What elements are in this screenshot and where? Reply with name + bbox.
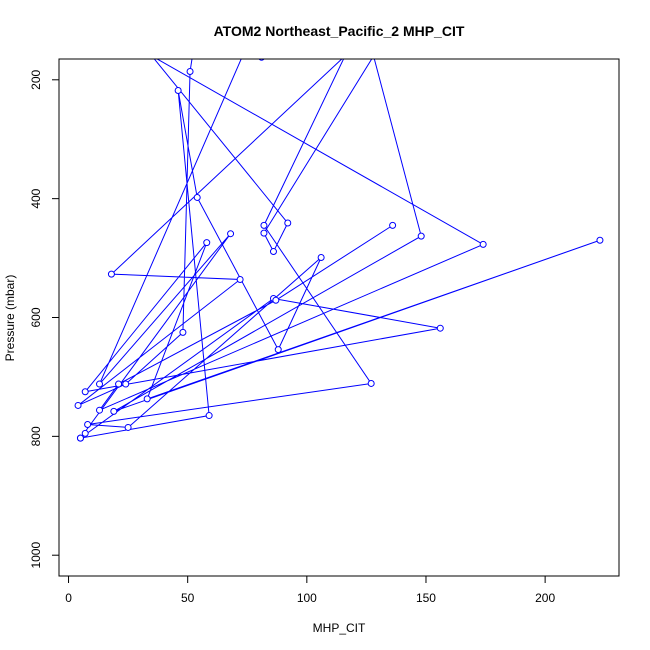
y-tick-label: 800 — [29, 426, 43, 446]
data-point — [479, 240, 487, 248]
y-axis: 200 400 600 800 1000 — [29, 69, 60, 569]
y-tick-label: 600 — [29, 307, 43, 327]
data-point — [96, 406, 104, 414]
data-point — [236, 275, 244, 283]
chart-title: ATOM2 Northeast_Pacific_2 MHP_CIT — [214, 23, 465, 39]
data-point — [367, 379, 375, 387]
x-tick-label: 150 — [416, 591, 436, 605]
y-axis-label: Pressure (mbar) — [3, 275, 17, 362]
data-point — [174, 87, 182, 94]
x-tick-label: 100 — [297, 591, 317, 605]
x-axis-label: MHP_CIT — [313, 621, 366, 635]
data-point — [96, 380, 104, 388]
x-axis: 0 50 100 150 200 — [65, 575, 555, 605]
data-point — [596, 236, 604, 244]
data-point — [81, 388, 89, 396]
data-point — [227, 230, 235, 238]
data-point — [107, 270, 115, 278]
data-point — [203, 239, 211, 247]
y-tick-label: 400 — [29, 188, 43, 208]
data-point — [179, 328, 187, 336]
data-point — [260, 229, 268, 237]
data-point — [371, 59, 376, 60]
data-point — [260, 221, 268, 229]
data-point — [274, 346, 282, 354]
data-point — [81, 429, 89, 437]
data-point — [110, 407, 118, 415]
data-point — [76, 434, 84, 442]
data-point — [205, 412, 213, 420]
data-layer — [74, 59, 604, 442]
y-tick-label: 1000 — [29, 542, 43, 569]
data-point — [272, 296, 280, 304]
data-point — [389, 221, 397, 229]
plot-frame — [58, 58, 620, 577]
data-point — [74, 401, 82, 409]
data-point — [317, 253, 325, 261]
y-tick-label: 200 — [29, 69, 43, 89]
data-point — [343, 59, 347, 60]
data-point — [186, 67, 194, 75]
data-point — [124, 423, 132, 431]
data-point — [193, 193, 201, 201]
data-point — [115, 380, 123, 388]
data-point — [240, 59, 245, 60]
data-point — [143, 395, 151, 403]
data-point — [84, 420, 92, 428]
data-point — [190, 59, 195, 60]
data-point — [122, 380, 130, 388]
x-tick-label: 200 — [535, 591, 555, 605]
x-tick-label: 0 — [65, 591, 72, 605]
data-point — [269, 248, 277, 256]
data-point — [436, 324, 444, 332]
x-tick-label: 50 — [181, 591, 195, 605]
data-point — [150, 59, 154, 60]
data-point — [417, 232, 425, 240]
series-line-0 — [77, 59, 601, 439]
data-point — [284, 219, 292, 227]
